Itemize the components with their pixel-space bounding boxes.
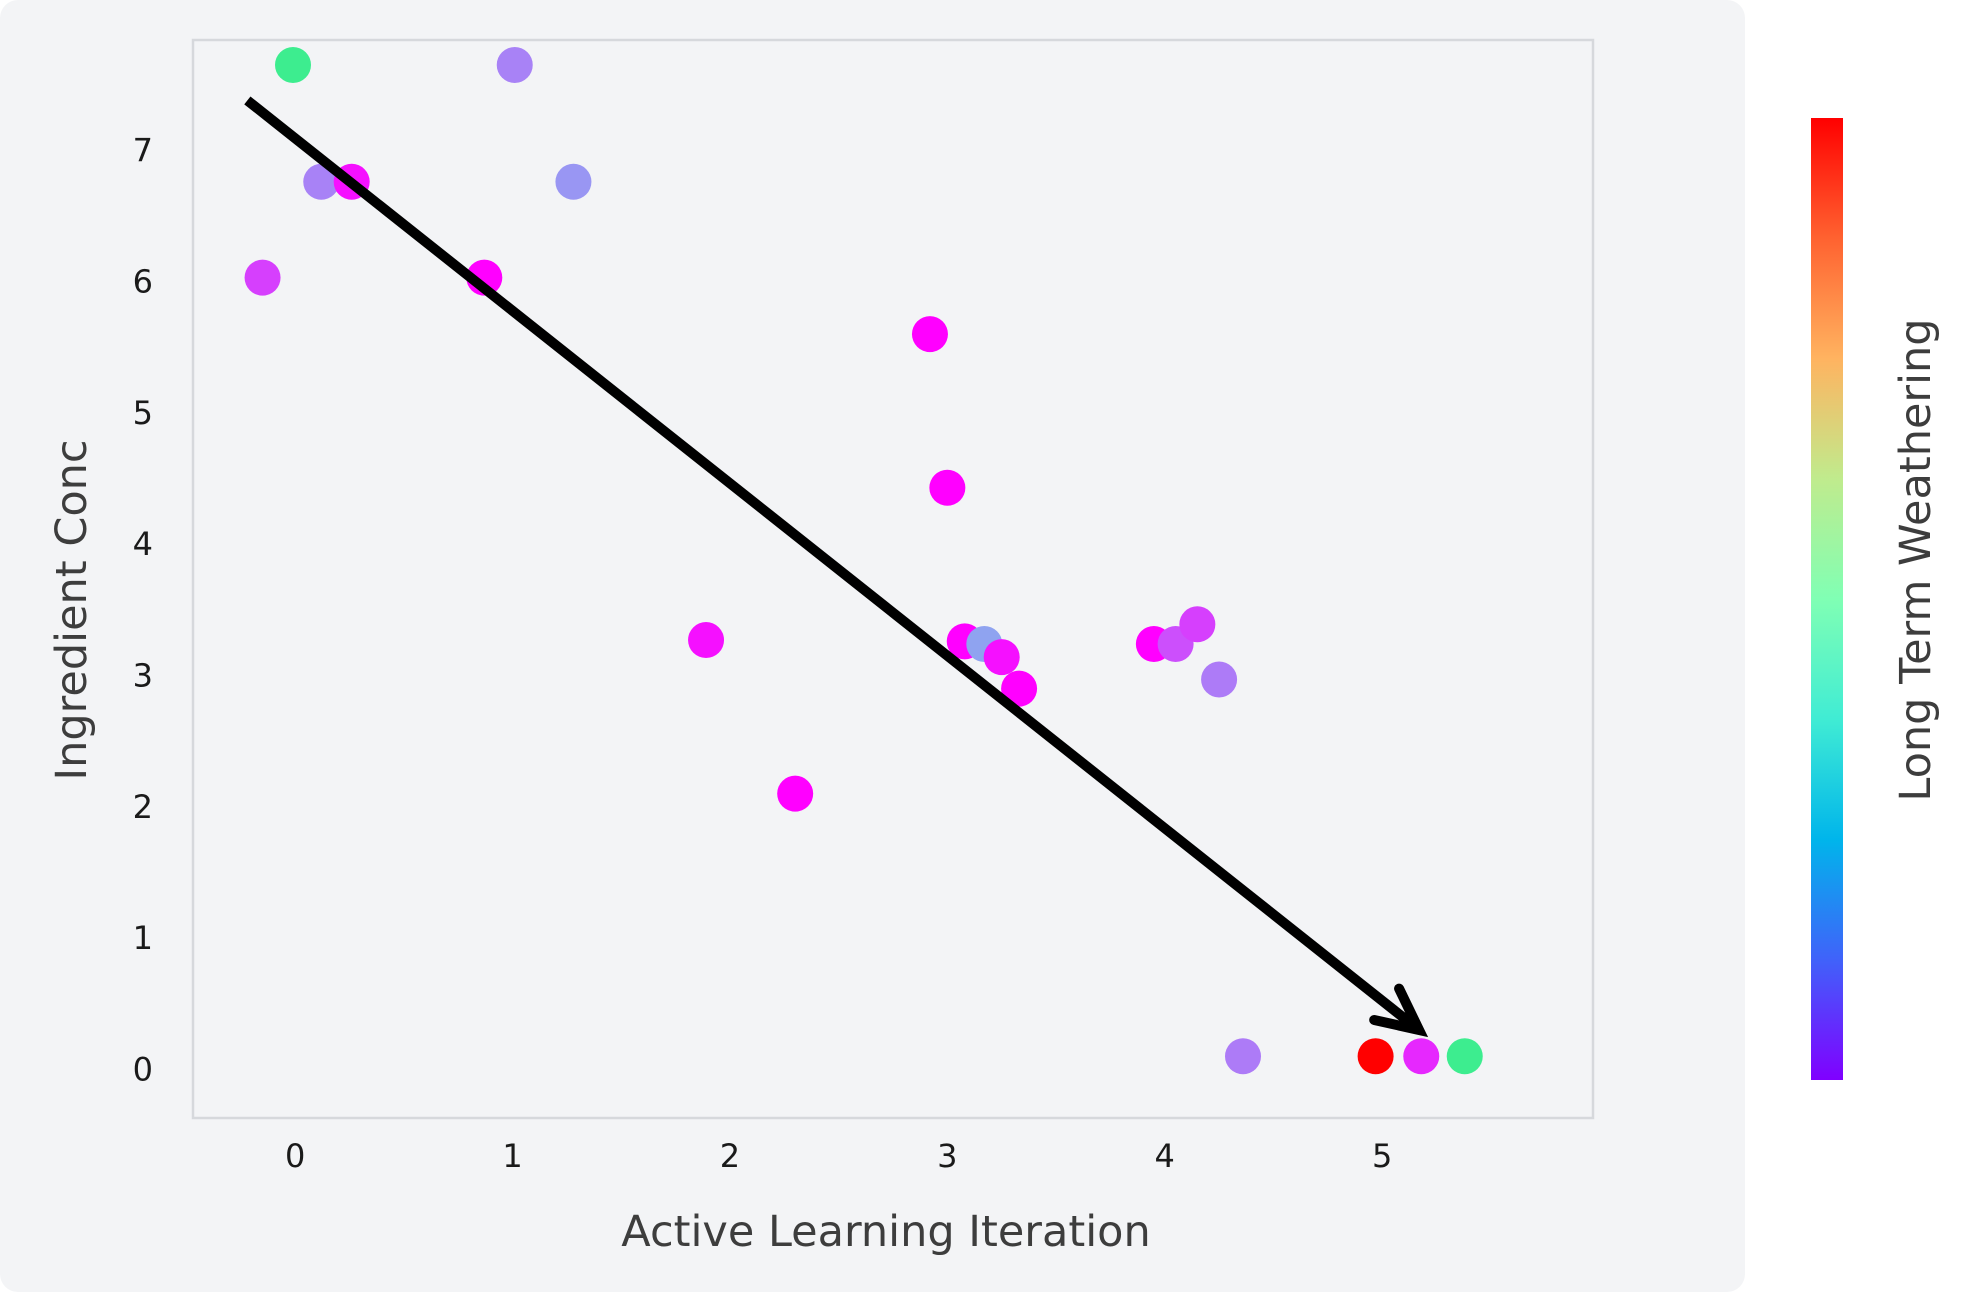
y-tick-label: 7 xyxy=(133,131,153,169)
data-point xyxy=(303,163,340,200)
data-point xyxy=(1446,1038,1483,1075)
y-tick-label: 1 xyxy=(133,919,153,957)
x-axis-title: Active Learning Iteration xyxy=(621,1207,1150,1257)
data-point xyxy=(1403,1038,1440,1075)
data-point xyxy=(983,639,1020,676)
data-point xyxy=(1179,606,1216,643)
y-tick-label: 6 xyxy=(133,263,153,301)
data-point xyxy=(496,46,533,83)
data-point xyxy=(275,46,311,83)
data-points xyxy=(244,46,1483,1075)
x-tick-label: 3 xyxy=(937,1137,957,1175)
data-point xyxy=(688,622,725,659)
data-point xyxy=(929,469,966,506)
data-point xyxy=(1225,1038,1261,1075)
y-axis-ticks: 0 1 2 3 4 5 6 7 xyxy=(133,131,153,1088)
y-tick-label: 4 xyxy=(133,525,153,563)
x-tick-label: 0 xyxy=(285,1137,305,1175)
colorbar-label: Long Term Weathering xyxy=(1891,318,1941,801)
data-point xyxy=(777,775,814,812)
x-tick-label: 4 xyxy=(1155,1137,1175,1175)
colorbar xyxy=(1811,118,1843,1080)
data-point xyxy=(1201,661,1238,698)
data-point xyxy=(244,259,281,296)
y-tick-label: 5 xyxy=(133,394,153,432)
data-point xyxy=(1001,670,1038,707)
plot-area-frame xyxy=(191,38,1595,1120)
data-point xyxy=(911,316,948,353)
data-point xyxy=(555,163,592,200)
x-tick-label: 5 xyxy=(1372,1137,1392,1175)
x-tick-label: 2 xyxy=(720,1137,740,1175)
trend-arrow-head xyxy=(1369,983,1429,1038)
annotations xyxy=(244,96,1429,1038)
plot-panel-background xyxy=(0,0,1745,1292)
y-tick-label: 0 xyxy=(133,1050,153,1088)
y-tick-label: 3 xyxy=(133,657,153,695)
x-tick-label: 1 xyxy=(502,1137,522,1175)
x-axis-ticks: 0 1 2 3 4 5 xyxy=(285,1137,1392,1175)
data-point xyxy=(1357,1038,1394,1075)
y-axis-title: Ingredient Conc xyxy=(47,439,97,780)
y-tick-label: 2 xyxy=(133,788,153,826)
trend-arrow-line xyxy=(244,96,1423,1034)
